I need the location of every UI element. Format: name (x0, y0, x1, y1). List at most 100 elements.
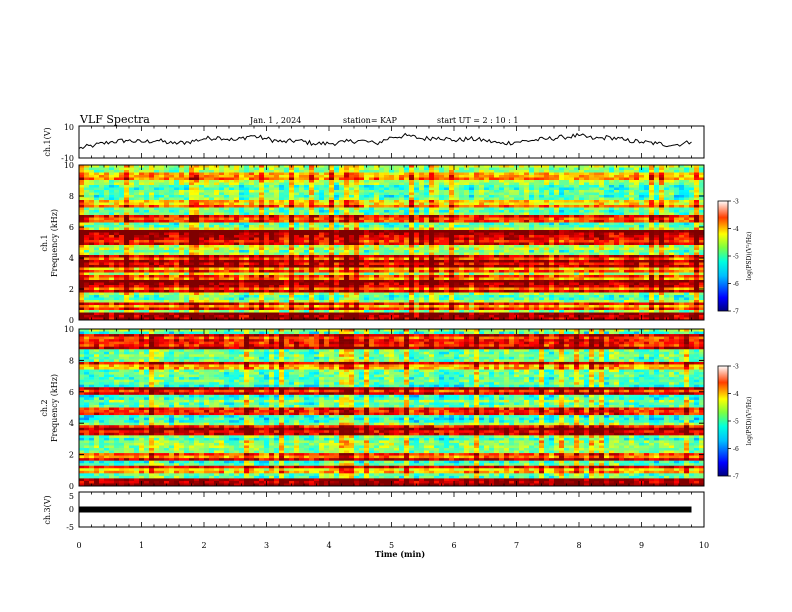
ch1-spectrogram-cell (459, 175, 465, 178)
ch1-spectrogram-cell (204, 212, 210, 216)
ch1-spectrogram-cell (684, 227, 690, 231)
ch1-spectrogram-cell (589, 237, 595, 241)
ch1-spectrogram-cell (644, 210, 650, 213)
ch1-spectrogram-cell (699, 230, 705, 233)
ch1-spectrogram-cell (559, 185, 565, 188)
ch1-spectrogram-cell (599, 212, 605, 216)
ch1-spectrogram-cell (509, 200, 515, 203)
ch1-spectrogram-cell (699, 215, 705, 218)
ch1-spectrogram-cell (514, 227, 520, 231)
ch1-spectrogram-cell (539, 240, 545, 243)
ch1-spectrogram-cell (674, 220, 680, 223)
ch1-spectrogram-cell (509, 230, 515, 233)
ch1-spectrogram-cell (599, 245, 605, 248)
ch1-spectrogram-cell (189, 205, 195, 208)
ch1-spectrogram-cell (689, 167, 695, 171)
ch1-spectrogram-cell (309, 240, 315, 243)
ch1-spectrogram-cell (584, 230, 590, 233)
ch1-spectrogram-cell (444, 227, 450, 231)
ch1-spectrogram-cell (539, 215, 545, 218)
ch1-spectrogram-cell (149, 262, 155, 266)
ch1-spectrogram-cell (269, 262, 275, 266)
ch1-spectrogram-cell (549, 212, 555, 216)
ch1-spectrogram-cell (149, 185, 155, 188)
ch1-spectrogram-cell (624, 170, 630, 173)
ch1-spectrogram-cell (349, 230, 355, 233)
ch1-spectrogram-cell (524, 230, 530, 233)
ch1-spectrogram-cell (629, 187, 635, 191)
ch1-spectrogram-cell (614, 260, 620, 263)
ch1-spectrogram-cell (169, 230, 175, 233)
ch1-spectrogram-cell (479, 230, 485, 233)
ch1-spectrogram-cell (239, 230, 245, 233)
ch1-spectrogram-cell (374, 192, 380, 196)
ch1-spectrogram-cell (449, 195, 455, 198)
ch1-spectrogram-cell (554, 210, 560, 213)
ch1-spectrogram-cell (104, 207, 110, 211)
ch1-spectrogram-cell (369, 227, 375, 231)
ch1-spectrogram-cell (684, 247, 690, 251)
ch1-spectrogram-cell (249, 175, 255, 178)
ch1-spectrogram-cell (264, 262, 270, 266)
ch1-spectrogram-cell (699, 170, 705, 173)
ch1-spectrogram-cell (219, 200, 225, 203)
ch1-spectrogram-cell (449, 197, 455, 201)
ch1-spectrogram-cell (404, 207, 410, 211)
ch1-spectrogram-cell (79, 232, 85, 236)
ch1-spectrogram-cell (609, 177, 615, 181)
ch1-spectrogram-cell (634, 215, 640, 218)
ch1-spectrogram-cell (339, 200, 345, 203)
ch1-spectrogram-cell (114, 197, 120, 201)
ch1-spectrogram-cell (429, 217, 435, 221)
ch1-spectrogram-cell (539, 205, 545, 208)
ch1-spectrogram-cell (159, 250, 165, 253)
ch1-spectrogram-cell (204, 197, 210, 201)
ch1-spectrogram-cell (144, 247, 150, 251)
ch1-spectrogram-cell (544, 192, 550, 196)
ch1-spectrogram-cell (264, 232, 270, 236)
ch1-spectrogram-cell (354, 165, 360, 168)
ch1-spectrogram-cell (549, 222, 555, 226)
ch1-spectrogram-cell (569, 255, 575, 258)
ch1-spectrogram-cell (359, 197, 365, 201)
ch1-spectrogram-cell (429, 167, 435, 171)
ch1-spectrogram-cell (504, 255, 510, 258)
ch1-spectrogram-cell (364, 240, 370, 243)
ch1-spectrogram-cell (94, 242, 100, 246)
ch1-spectrogram-cell (519, 210, 525, 213)
ch1-spectrogram-cell (399, 222, 405, 226)
ch1-spectrogram-cell (294, 197, 300, 201)
ch1-spectrogram-cell (299, 172, 305, 176)
ch1-spectrogram-cell (589, 220, 595, 223)
ch1-spectrogram-cell (124, 200, 130, 203)
ch1-spectrogram-cell (364, 217, 370, 221)
ch1-spectrogram-cell (344, 237, 350, 241)
ch1-spectrogram-cell (249, 202, 255, 206)
ch1-spectrogram-cell (179, 175, 185, 178)
ch1-spectrogram-cell (284, 220, 290, 223)
ch1-spectrogram-cell (494, 180, 500, 183)
ch1-spectrogram-cell (534, 235, 540, 238)
ch1-spectrogram-cell (254, 242, 260, 246)
ch1-spectrogram-cell (669, 202, 675, 206)
ch1-spectrogram-cell (489, 195, 495, 198)
ch1-spectrogram-cell (454, 217, 460, 221)
ch1-spectrogram-cell (649, 247, 655, 251)
ch1-spectrogram-cell (664, 177, 670, 181)
ch1-spectrogram-cell (549, 187, 555, 191)
ch1-spectrogram-cell (144, 210, 150, 213)
ch1-spectrogram-cell (559, 165, 565, 168)
ch1-spectrogram-cell (149, 180, 155, 183)
ch1-spectrogram-cell (359, 252, 365, 256)
ch1-spectrogram-cell (84, 235, 90, 238)
ch1-spectrogram-cell (529, 247, 535, 251)
ch1-spectrogram-cell (584, 180, 590, 183)
ch1-spectrogram-cell (489, 242, 495, 246)
ch1-spectrogram-cell (599, 170, 605, 173)
ch1-spectrogram-cell (484, 250, 490, 253)
ch1-spectrogram-cell (439, 202, 445, 206)
ch1-spectrogram-cell (344, 172, 350, 176)
ch1-spectrogram-cell (664, 260, 670, 263)
ch1-spectrogram-cell (434, 165, 440, 168)
ch1-spectrogram-cell (439, 245, 445, 248)
